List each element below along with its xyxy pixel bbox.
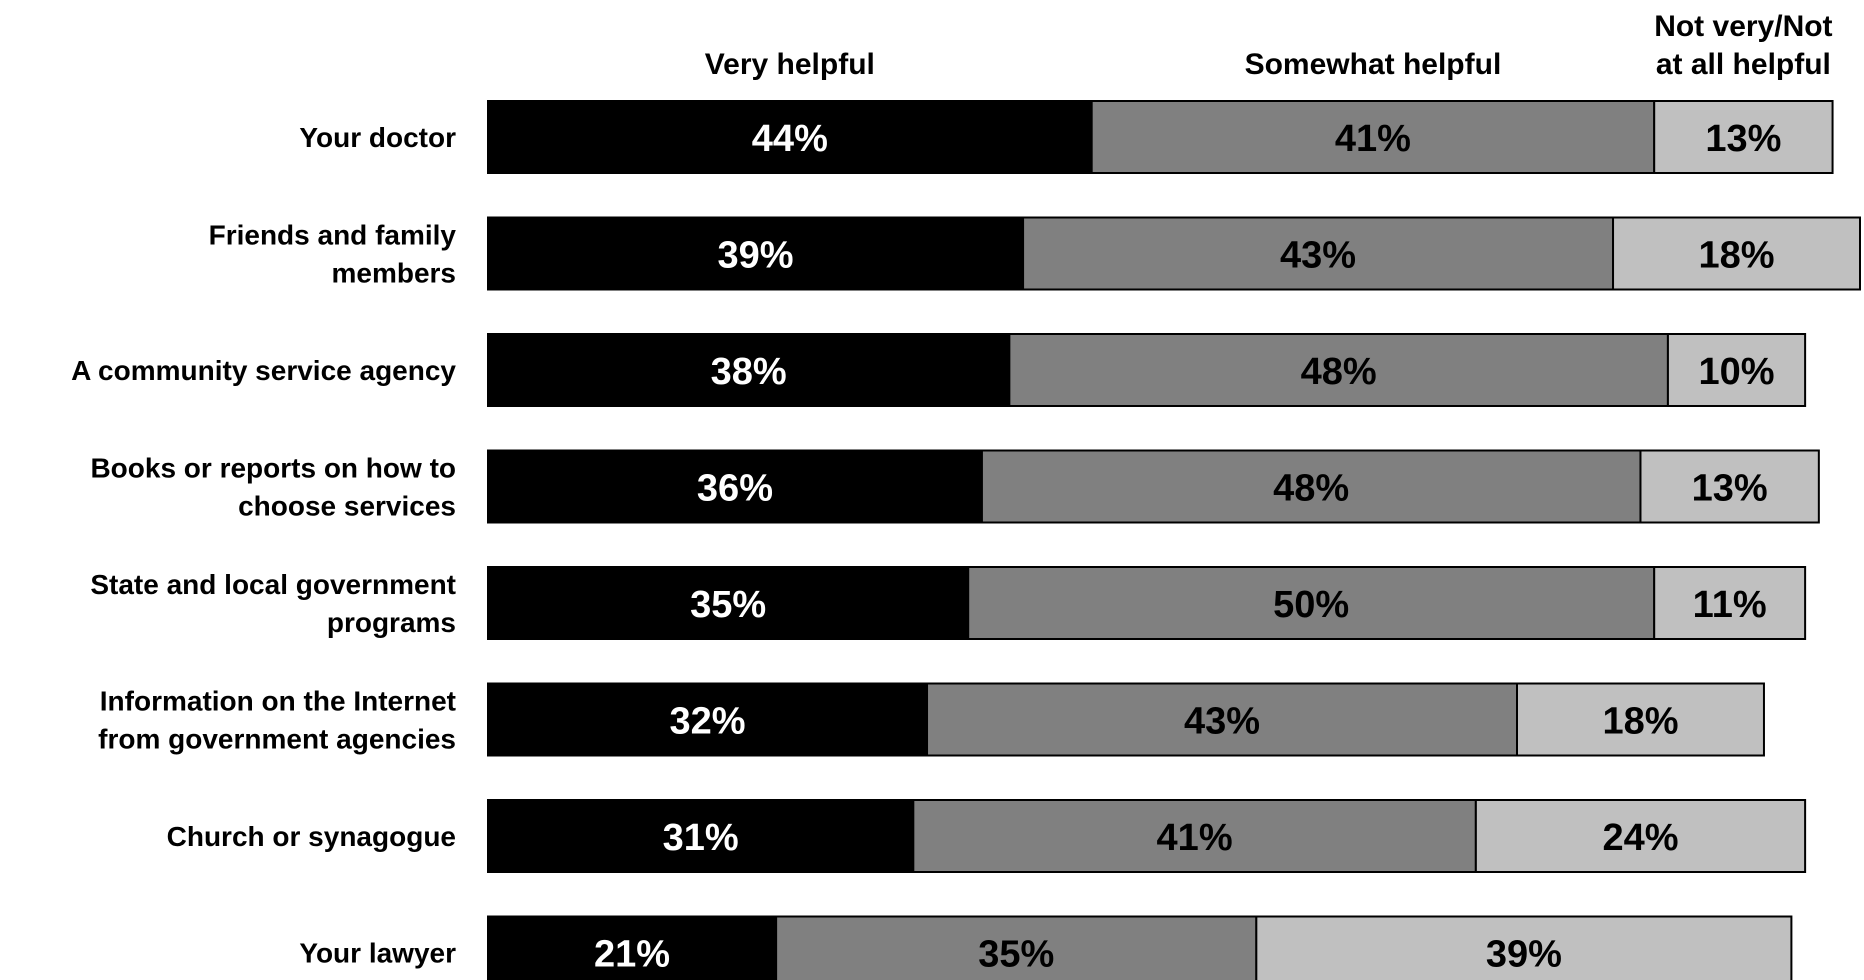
bar-segment bbox=[1516, 682, 1765, 757]
data-label: 50% bbox=[1273, 584, 1349, 626]
bar-segment bbox=[487, 915, 778, 980]
data-label: 13% bbox=[1705, 118, 1781, 160]
data-label: 43% bbox=[1280, 235, 1356, 277]
bar-segment bbox=[1474, 799, 1807, 873]
bar-segment bbox=[1653, 566, 1807, 640]
data-label: 48% bbox=[1301, 351, 1377, 393]
data-label: 11% bbox=[1693, 584, 1767, 626]
data-label: 35% bbox=[978, 934, 1054, 976]
bar-segment bbox=[1666, 333, 1807, 407]
data-label: 41% bbox=[1157, 817, 1233, 859]
bar-segment bbox=[1008, 333, 1669, 407]
category-label: State and local government bbox=[90, 569, 456, 600]
data-label: 24% bbox=[1602, 817, 1678, 859]
data-label: 39% bbox=[718, 235, 794, 277]
data-label: 13% bbox=[1692, 468, 1768, 510]
bar-segment bbox=[487, 100, 1093, 174]
bar-segment bbox=[1255, 915, 1793, 980]
category-label: Friends and family bbox=[209, 220, 457, 251]
bar-segment bbox=[487, 333, 1011, 407]
bar-segment bbox=[912, 799, 1477, 873]
column-header-0: Very helpful bbox=[705, 48, 875, 81]
bar-segment bbox=[775, 915, 1258, 980]
bar-segment bbox=[1639, 449, 1820, 524]
data-label: 18% bbox=[1602, 701, 1678, 743]
data-label: 41% bbox=[1335, 118, 1411, 160]
category-label: from government agencies bbox=[98, 724, 456, 755]
data-label: 18% bbox=[1698, 235, 1774, 277]
data-label: 39% bbox=[1486, 934, 1562, 976]
data-label: 32% bbox=[669, 701, 745, 743]
bar-segment bbox=[1090, 100, 1656, 174]
category-label: A community service agency bbox=[71, 355, 456, 386]
bar-segment bbox=[926, 682, 1518, 757]
data-label: 21% bbox=[594, 934, 670, 976]
bar-segment bbox=[1653, 100, 1834, 174]
bar-segment bbox=[487, 799, 915, 873]
bar-segment bbox=[967, 566, 1656, 640]
category-label: Information on the Internet bbox=[100, 686, 456, 717]
category-label: Church or synagogue bbox=[167, 821, 456, 852]
data-label: 31% bbox=[663, 817, 739, 859]
column-header-2: Not very/Not bbox=[1654, 10, 1832, 43]
category-label: members bbox=[331, 258, 456, 289]
bar-segment bbox=[1612, 216, 1862, 291]
bar-segment bbox=[1022, 216, 1615, 291]
data-label: 38% bbox=[711, 351, 787, 393]
column-header-2: at all helpful bbox=[1656, 48, 1831, 81]
data-label: 48% bbox=[1273, 468, 1349, 510]
data-label: 43% bbox=[1184, 701, 1260, 743]
column-header-1: Somewhat helpful bbox=[1245, 48, 1502, 81]
data-label: 36% bbox=[697, 468, 773, 510]
data-label: 35% bbox=[690, 584, 766, 626]
category-label: choose services bbox=[238, 491, 456, 522]
bar-segment bbox=[487, 566, 970, 640]
data-label: 10% bbox=[1698, 351, 1774, 393]
bar-segment bbox=[487, 216, 1025, 291]
data-label: 44% bbox=[752, 118, 828, 160]
category-label: Your doctor bbox=[299, 122, 456, 153]
category-label: programs bbox=[327, 607, 456, 638]
category-label: Your lawyer bbox=[299, 938, 456, 969]
category-label: Books or reports on how to bbox=[90, 453, 456, 484]
bar-segment bbox=[487, 682, 929, 757]
bar-segment bbox=[487, 449, 983, 524]
